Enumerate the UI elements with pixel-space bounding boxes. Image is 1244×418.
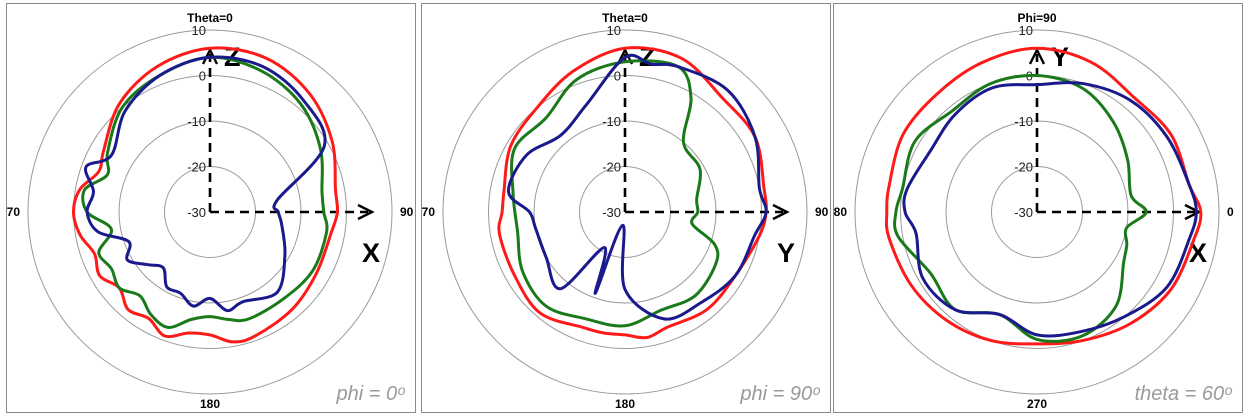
horizontal-arrow-head [357, 203, 375, 221]
angle-label-bottom: 180 [200, 397, 220, 411]
angle-label-top: Phi=90 [1017, 11, 1056, 25]
radial-tick-label: 0 [199, 69, 206, 84]
horizontal-arrow-head [772, 203, 790, 221]
horizontal-axis-letter: X [362, 238, 380, 268]
panel-label: theta = 60ᵒ [1134, 383, 1232, 405]
radial-tick-label: -30 [1014, 205, 1033, 220]
angle-label-top: Theta=0 [187, 11, 233, 25]
series-trace-2 [507, 53, 768, 321]
radial-tick-label: -20 [187, 160, 206, 175]
radial-tick-label: -20 [602, 160, 621, 175]
radial-tick-label: 10 [1019, 23, 1033, 38]
angle-label-left: 270 [422, 205, 435, 219]
series-trace-1 [893, 73, 1148, 343]
series-trace-0 [497, 46, 768, 340]
radial-tick-label: -10 [1014, 114, 1033, 129]
series-trace-0 [72, 46, 340, 344]
series-trace-1 [81, 55, 329, 329]
vertical-axis-letter: Y [1051, 42, 1069, 72]
grid-ring [442, 29, 808, 395]
grid-ring [27, 29, 393, 395]
vertical-arrow-head [201, 47, 219, 65]
panel-label: phi = 0ᵒ [336, 383, 406, 405]
panel-label: phi = 90ᵒ [740, 383, 820, 405]
radial-tick-label: -10 [187, 114, 206, 129]
radial-tick-label: -10 [602, 114, 621, 129]
series-trace-2 [902, 81, 1198, 338]
angle-label-right: 90 [400, 205, 414, 219]
series-trace-2 [83, 55, 327, 313]
series-trace-1 [510, 59, 720, 328]
angle-label-bottom: 180 [615, 397, 635, 411]
vertical-arrow-head [1028, 47, 1046, 65]
series-trace-0 [884, 46, 1203, 346]
radial-tick-label: -30 [187, 205, 206, 220]
radial-tick-label: -20 [1014, 160, 1033, 175]
angle-label-right: 90 [815, 205, 829, 219]
radial-tick-label: -30 [602, 205, 621, 220]
radial-tick-label: 0 [614, 69, 621, 84]
grid-ring [854, 29, 1220, 395]
horizontal-arrow-head [1184, 203, 1202, 221]
angle-label-left: 180 [834, 205, 847, 219]
radial-tick-label: 10 [607, 23, 621, 38]
angle-label-right: 0 [1227, 205, 1234, 219]
horizontal-axis-letter: Y [777, 238, 795, 268]
angle-label-bottom: 270 [1027, 397, 1047, 411]
angle-label-top: Theta=0 [602, 11, 648, 25]
horizontal-axis-letter: X [1189, 238, 1207, 268]
angle-label-left: 270 [7, 205, 20, 219]
radial-tick-label: 10 [192, 23, 206, 38]
